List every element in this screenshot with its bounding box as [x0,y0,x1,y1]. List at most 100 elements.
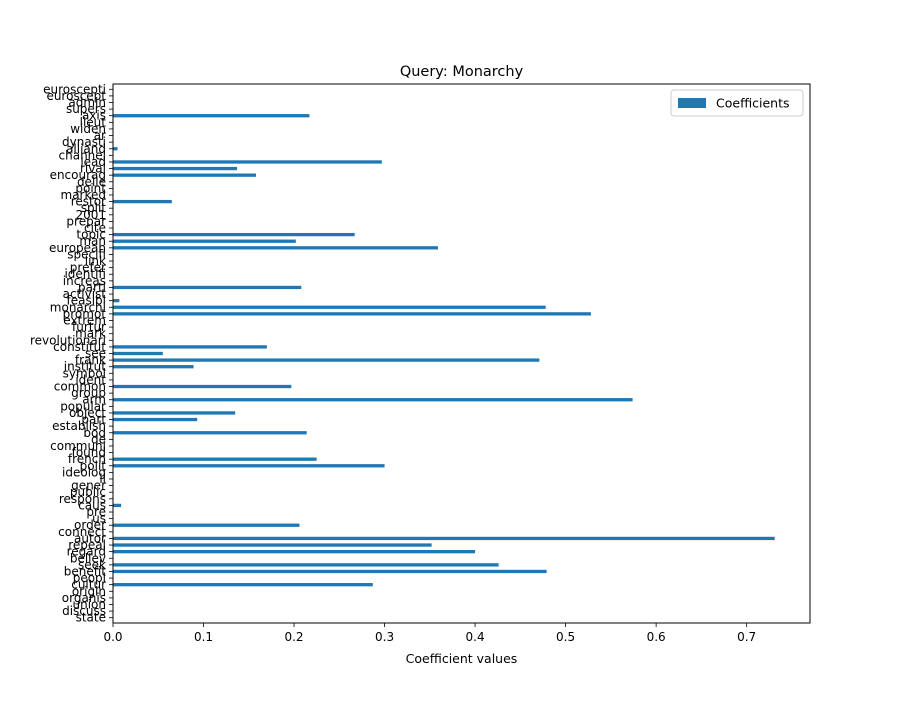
bars-layer [113,114,775,587]
y-tick-label: european [49,241,106,255]
y-tick-label: cultur [71,578,106,592]
bar-autor [113,536,775,541]
y-tick-label: lead [80,155,106,169]
y-tick-label: benefit [64,564,107,578]
y-tick-label: autor [74,531,106,545]
bar-caus [113,503,122,508]
y-tick-label: union [73,597,107,611]
y-tick-label: group [71,386,106,400]
y-tick-label: link [85,254,106,268]
x-tick-label: 0.6 [647,630,666,644]
y-tick-label: origin [72,584,106,598]
y-tick-label: peopl [73,571,106,585]
y-tick-label: 2001 [75,208,106,222]
y-tick-label: promot [63,307,107,321]
y-tick-label: see [85,347,106,361]
legend-box [670,89,804,117]
y-tick-label: order [74,518,106,532]
y-tick-label: us [92,512,106,526]
bar-rival [113,166,238,171]
bar-seek [113,563,499,567]
y-tick-label: widen [70,122,106,136]
y-tick-label: mark [75,327,106,341]
y-tick-label: ident [75,373,106,387]
y-tick-label: topic [76,228,106,242]
y-tick-label: de [91,432,106,446]
bar-topic [113,232,355,237]
y-tick-label: partl [78,280,106,294]
bar-institut [113,365,194,369]
y-tick-label: specifi [67,247,106,261]
chart-title: Query: Monarchy [400,64,524,80]
y-tick-label: caus [78,498,106,512]
y-tick-label: monarchi [50,300,106,314]
y-tick-label: restor [71,195,106,209]
y-tick-label: constitut [53,340,106,354]
bar-part [113,417,198,422]
bar-french [113,457,317,461]
y-tick-label: revolutionari [30,333,106,347]
x-tick-label: 0.5 [556,630,575,644]
x-tick-label: 0.3 [375,630,394,644]
y-tick-label: ideolog [62,465,106,479]
bar-frank [113,358,540,362]
y-tick-label: part [81,413,106,427]
x-axis-label: Coefficient values [406,651,518,666]
bar-promot [113,312,591,316]
y-tick-label: institut [64,360,107,374]
y-tick-label: pre [86,505,106,519]
y-tick-label: increas [63,274,106,288]
bar-feasibl [113,299,120,303]
y-tick-label: marked [61,188,107,202]
y-tick-label: bod [83,426,106,440]
bar-regard [113,550,476,554]
y-tick-label: repeal [68,538,106,552]
y-tick-label: polit [80,459,107,473]
y-tick-label: identifi [64,267,106,281]
legend-label: Coefficients [716,96,790,111]
y-tick-label: discuss [62,604,106,618]
y-tick-label: establish [52,419,106,433]
y-tick-label: seek [78,558,106,572]
x-tick-label: 0.7 [737,630,756,644]
y-tick-label: alliand [66,142,106,156]
y-tick-label: state [76,611,106,625]
y-tick-label: euroscepti [43,82,106,96]
bar-arm [113,398,633,402]
y-tick-label: point [75,181,106,195]
y-tick-label: regard [67,545,106,559]
y-tick-label: arm [82,393,106,407]
bar-axis [113,114,310,118]
y-tick-label: man [79,234,106,248]
y-tick-label: activist [63,287,107,301]
y-tick-label: prepar [66,214,106,228]
y-tick-label: object [69,406,106,420]
y-tick-label: delle [77,175,106,189]
y-tick-label: connect [58,525,106,539]
bar-alliand [113,147,118,151]
bar-common [113,384,292,389]
bar-see [113,351,163,356]
x-tick-label: 0.2 [284,630,303,644]
y-tick-label: split [81,201,107,215]
bar-order [113,523,300,527]
y-tick-label: communi [50,439,106,453]
y-tick-label: symbol [63,366,106,380]
y-tick-label: feasibl [67,294,107,308]
y-tick-label: respons [59,492,106,506]
y-tick-label: channel [59,148,106,162]
y-tick-label: rival [80,162,106,176]
bar-man [113,239,296,243]
y-tick-label: cite [84,221,106,235]
y-tick-label: ar [94,129,106,143]
y-tick-label: frank [75,353,106,367]
y-tick-label: gener [71,479,106,493]
y-tick-label: lieut [80,115,107,129]
bar-bod [113,431,307,435]
bar-constitut [113,345,267,349]
plot-frame [112,83,811,624]
y-ticks: statediscussunionorganisoriginculturpeop… [30,82,113,625]
x-tick-label: 0.1 [194,630,213,644]
